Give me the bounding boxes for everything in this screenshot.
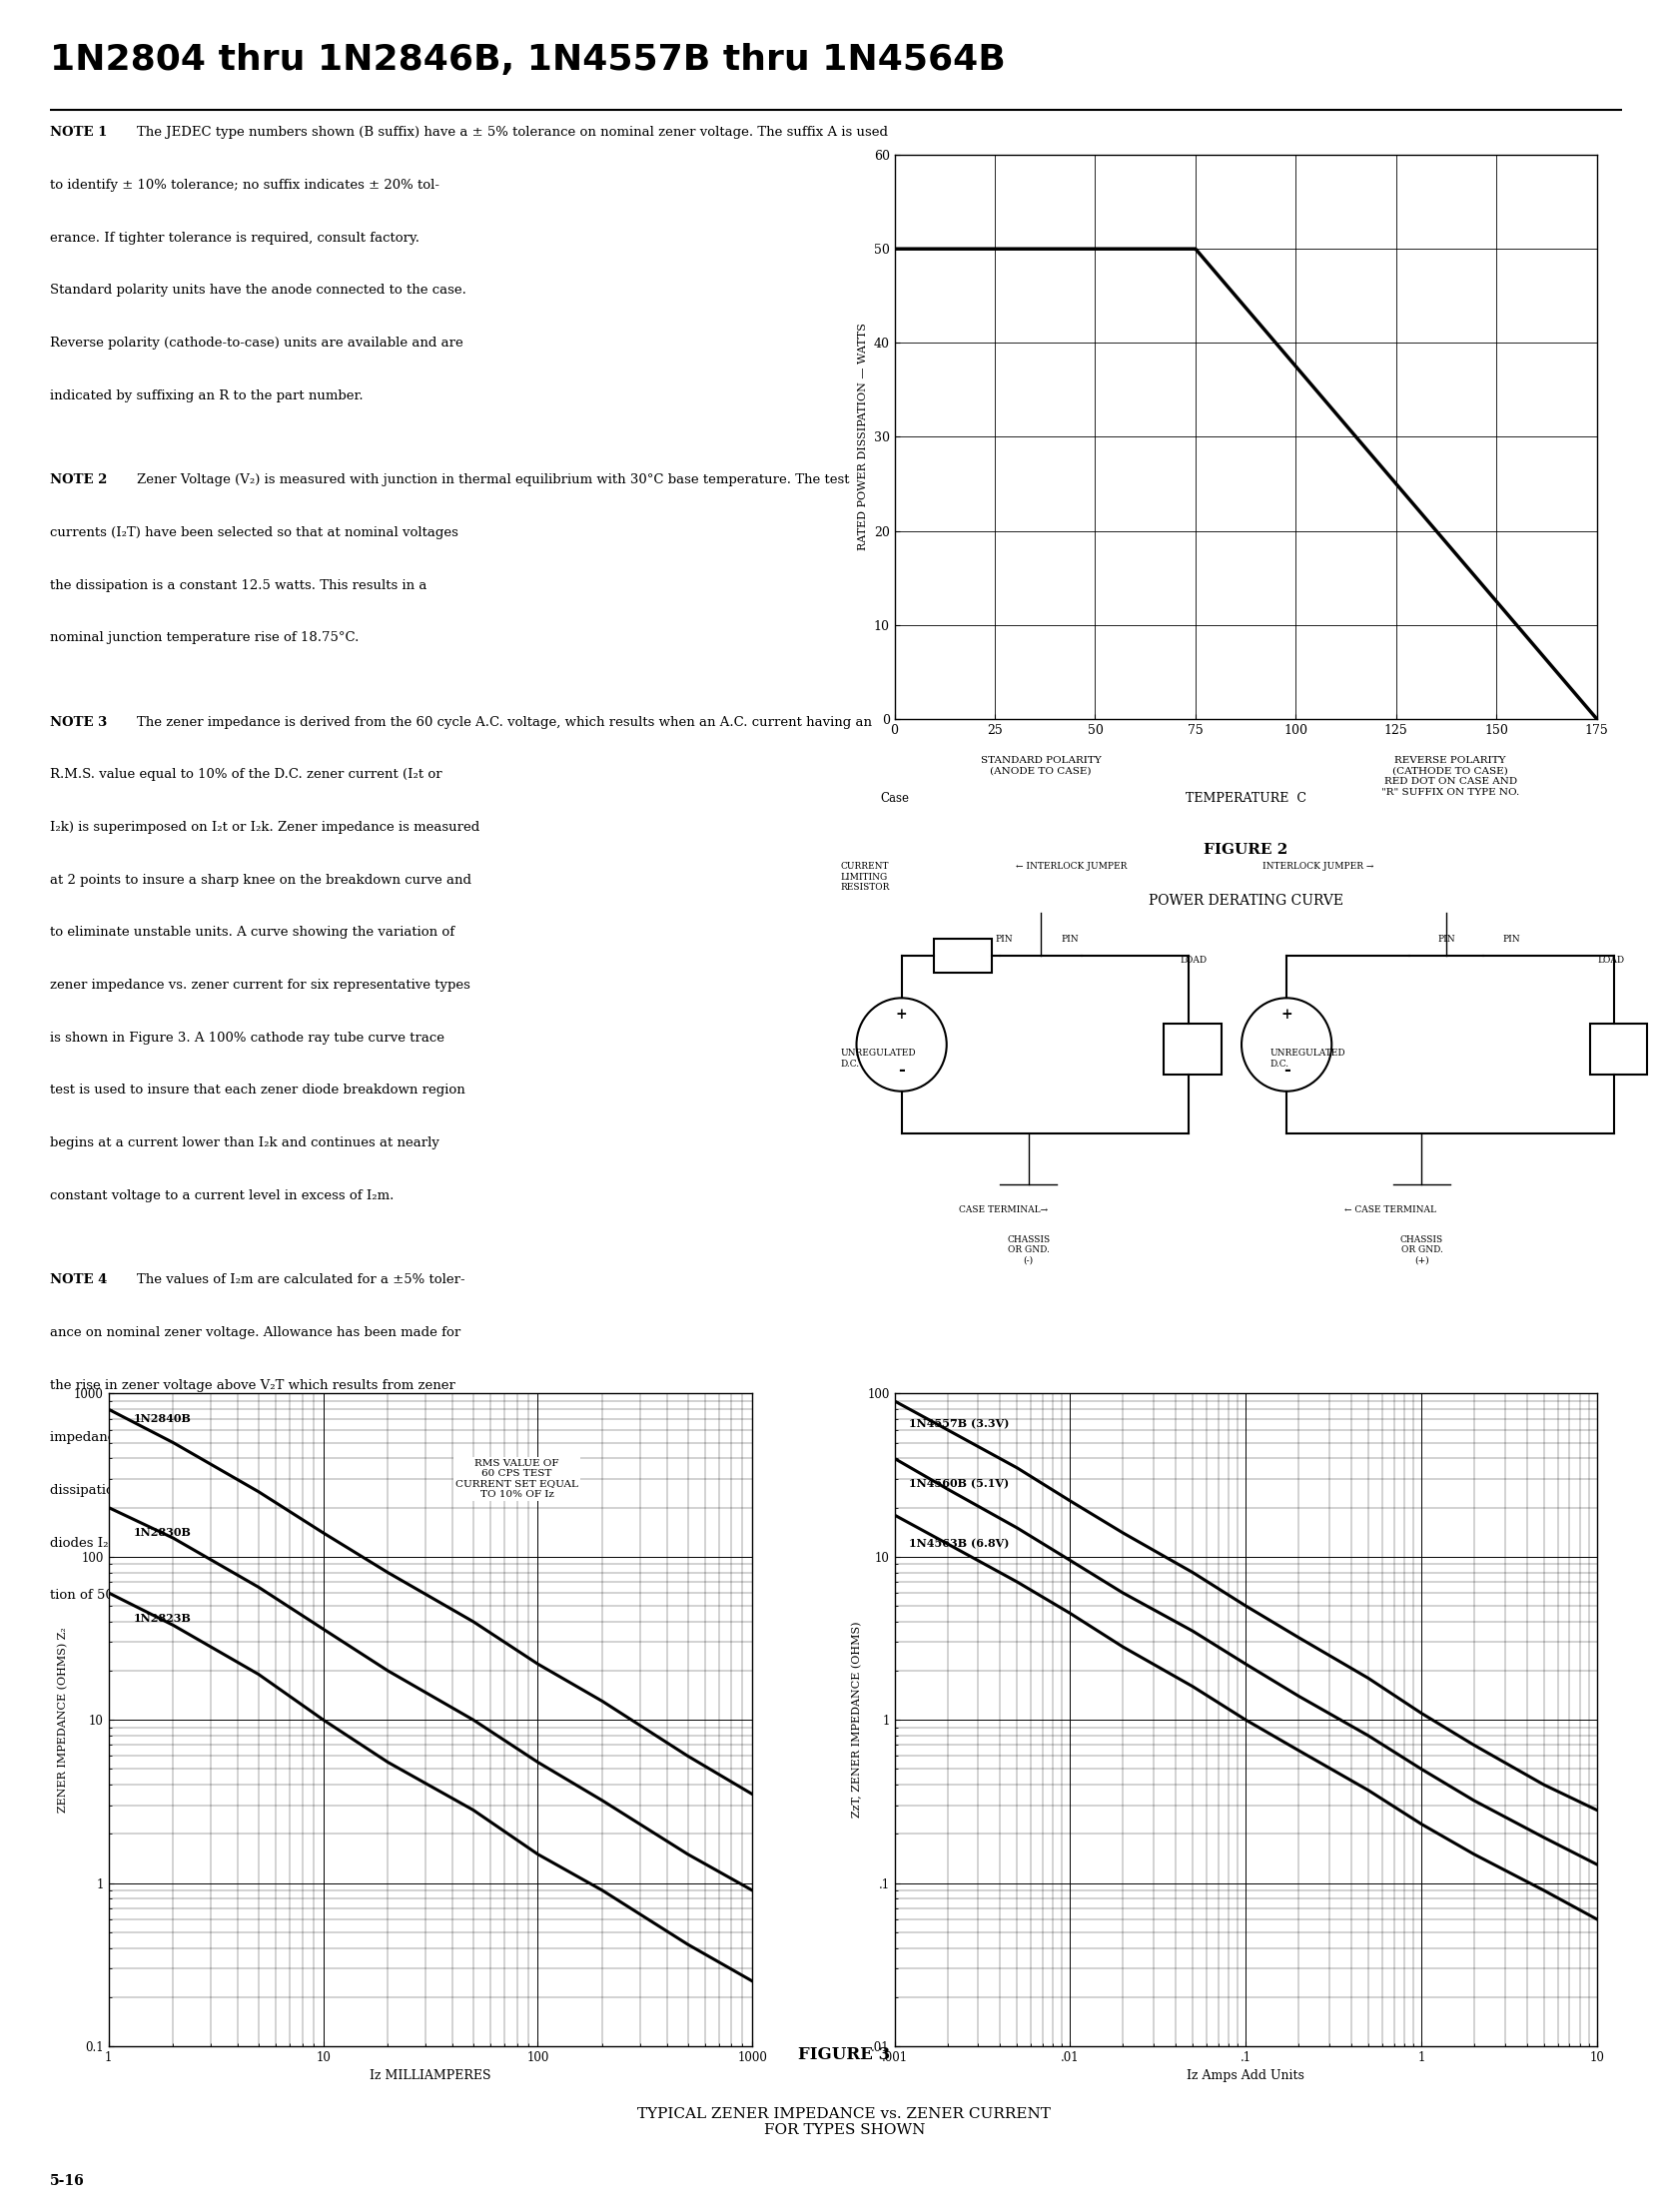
Text: to identify ± 10% tolerance; no suffix indicates ± 20% tol-: to identify ± 10% tolerance; no suffix i…	[50, 179, 439, 192]
Text: dissipation approaches 50 watts. In the case of individual: dissipation approaches 50 watts. In the …	[50, 1484, 434, 1498]
Text: NOTE 1: NOTE 1	[50, 126, 107, 139]
Text: REVERSE POLARITY
(CATHODE TO CASE)
RED DOT ON CASE AND
"R" SUFFIX ON TYPE NO.: REVERSE POLARITY (CATHODE TO CASE) RED D…	[1380, 757, 1519, 796]
Text: test is used to insure that each zener diode breakdown region: test is used to insure that each zener d…	[50, 1084, 465, 1097]
Bar	[934, 938, 991, 973]
Text: zener impedance vs. zener current for six representative types: zener impedance vs. zener current for si…	[50, 978, 470, 991]
Text: CASE TERMINAL→: CASE TERMINAL→	[959, 1206, 1048, 1214]
Text: 1N2804 thru 1N2846B, 1N4557B thru 1N4564B: 1N2804 thru 1N2846B, 1N4557B thru 1N4564…	[50, 42, 1006, 77]
Text: is shown in Figure 3. A 100% cathode ray tube curve trace: is shown in Figure 3. A 100% cathode ray…	[50, 1031, 444, 1044]
Text: RMS VALUE OF
60 CPS TEST
CURRENT SET EQUAL
TO 10% OF Iz: RMS VALUE OF 60 CPS TEST CURRENT SET EQU…	[456, 1458, 578, 1500]
Text: constant voltage to a current level in excess of I₂m.: constant voltage to a current level in e…	[50, 1190, 394, 1201]
Text: -: -	[897, 1062, 904, 1079]
Text: 1N4560B (5.1V): 1N4560B (5.1V)	[907, 1478, 1008, 1489]
Text: ance on nominal zener voltage. Allowance has been made for: ance on nominal zener voltage. Allowance…	[50, 1325, 461, 1338]
Text: at 2 points to insure a sharp knee on the breakdown curve and: at 2 points to insure a sharp knee on th…	[50, 874, 471, 887]
Bar	[1163, 1024, 1220, 1075]
Text: -: -	[1282, 1062, 1290, 1079]
Text: the dissipation is a constant 12.5 watts. This results in a: the dissipation is a constant 12.5 watts…	[50, 580, 426, 593]
Text: Case: Case	[879, 792, 909, 805]
Text: INTERLOCK JUMPER →: INTERLOCK JUMPER →	[1262, 863, 1372, 872]
Text: 1N2823B: 1N2823B	[134, 1613, 190, 1624]
Text: begins at a current lower than I₂k and continues at nearly: begins at a current lower than I₂k and c…	[50, 1137, 439, 1150]
Text: the rise in zener voltage above V₂T which results from zener: the rise in zener voltage above V₂T whic…	[50, 1378, 455, 1391]
Text: currents (I₂T) have been selected so that at nominal voltages: currents (I₂T) have been selected so tha…	[50, 526, 458, 540]
Text: impedance and the increase in junction temperature as power: impedance and the increase in junction t…	[50, 1431, 466, 1444]
Text: PIN: PIN	[1437, 933, 1454, 942]
Text: R.M.S. value equal to 10% of the D.C. zener current (I₂t or: R.M.S. value equal to 10% of the D.C. ze…	[50, 768, 443, 781]
Text: The JEDEC type numbers shown (B suffix) have a ± 5% tolerance on nominal zener v: The JEDEC type numbers shown (B suffix) …	[137, 126, 887, 139]
Text: NOTE 4: NOTE 4	[50, 1274, 107, 1287]
Text: CHASSIS
OR GND.
(-): CHASSIS OR GND. (-)	[1006, 1234, 1049, 1265]
Bar	[1589, 1024, 1646, 1075]
Text: +: +	[1280, 1009, 1292, 1022]
Text: NOTE 2: NOTE 2	[50, 473, 107, 487]
Text: 1N4563B (6.8V): 1N4563B (6.8V)	[907, 1537, 1008, 1548]
Y-axis label: ZENER IMPEDANCE (OHMS) Z₂: ZENER IMPEDANCE (OHMS) Z₂	[58, 1628, 69, 1812]
Text: FIGURE 2: FIGURE 2	[1203, 843, 1287, 856]
Text: The values of I₂m are calculated for a ±5% toler-: The values of I₂m are calculated for a ±…	[137, 1274, 465, 1287]
Text: UNREGULATED
D.C.: UNREGULATED D.C.	[1270, 1048, 1345, 1068]
Text: 1N2830B: 1N2830B	[134, 1526, 190, 1537]
Text: UNREGULATED
D.C.: UNREGULATED D.C.	[839, 1048, 916, 1068]
Text: diodes I₂m is that value of current which results in a dissipa-: diodes I₂m is that value of current whic…	[50, 1537, 458, 1548]
Text: LOAD: LOAD	[1180, 956, 1206, 964]
Text: erance. If tighter tolerance is required, consult factory.: erance. If tighter tolerance is required…	[50, 232, 419, 243]
Y-axis label: RATED POWER DISSIPATION — WATTS: RATED POWER DISSIPATION — WATTS	[857, 323, 867, 551]
Text: indicated by suffixing an R to the part number.: indicated by suffixing an R to the part …	[50, 389, 363, 403]
Text: LOAD: LOAD	[1597, 956, 1624, 964]
Text: PIN: PIN	[994, 933, 1013, 942]
Text: PIN: PIN	[1059, 933, 1078, 942]
Text: ← INTERLOCK JUMPER: ← INTERLOCK JUMPER	[1016, 863, 1126, 872]
Text: 1N2840B: 1N2840B	[134, 1413, 190, 1425]
Text: 1N4557B (3.3V): 1N4557B (3.3V)	[907, 1418, 1008, 1429]
Text: to eliminate unstable units. A curve showing the variation of: to eliminate unstable units. A curve sho…	[50, 927, 455, 940]
Text: CHASSIS
OR GND.
(+): CHASSIS OR GND. (+)	[1399, 1234, 1442, 1265]
Text: POWER DERATING CURVE: POWER DERATING CURVE	[1148, 894, 1342, 907]
Y-axis label: ZzT, ZENER IMPEDANCE (OHMS): ZzT, ZENER IMPEDANCE (OHMS)	[851, 1621, 861, 1818]
Text: I₂k) is superimposed on I₂t or I₂k. Zener impedance is measured: I₂k) is superimposed on I₂t or I₂k. Zene…	[50, 821, 480, 834]
Text: NOTE 3: NOTE 3	[50, 717, 107, 728]
Text: Reverse polarity (cathode-to-case) units are available and are: Reverse polarity (cathode-to-case) units…	[50, 336, 463, 349]
Text: Standard polarity units have the anode connected to the case.: Standard polarity units have the anode c…	[50, 283, 466, 296]
Text: +: +	[896, 1009, 907, 1022]
Text: TYPICAL ZENER IMPEDANCE vs. ZENER CURRENT
FOR TYPES SHOWN: TYPICAL ZENER IMPEDANCE vs. ZENER CURREN…	[637, 2106, 1051, 2137]
Text: tion of 50 watts.: tion of 50 watts.	[50, 1588, 159, 1601]
Text: 5-16: 5-16	[50, 2174, 85, 2188]
Text: ← CASE TERMINAL: ← CASE TERMINAL	[1343, 1206, 1435, 1214]
Text: TEMPERATURE  C: TEMPERATURE C	[1185, 792, 1305, 805]
Text: Zener Voltage (V₂) is measured with junction in thermal equilibrium with 30°C ba: Zener Voltage (V₂) is measured with junc…	[137, 473, 849, 487]
X-axis label: Iz Amps Add Units: Iz Amps Add Units	[1186, 2070, 1303, 2081]
Text: CURRENT
LIMITING
RESISTOR: CURRENT LIMITING RESISTOR	[839, 863, 889, 891]
Text: The zener impedance is derived from the 60 cycle A.C. voltage, which results whe: The zener impedance is derived from the …	[137, 717, 871, 728]
Text: FIGURE 3: FIGURE 3	[797, 2046, 891, 2064]
X-axis label: Iz MILLIAMPERES: Iz MILLIAMPERES	[369, 2070, 491, 2081]
Text: nominal junction temperature rise of 18.75°C.: nominal junction temperature rise of 18.…	[50, 630, 359, 644]
Text: STANDARD POLARITY
(ANODE TO CASE): STANDARD POLARITY (ANODE TO CASE)	[979, 757, 1101, 776]
Text: PIN: PIN	[1502, 933, 1521, 942]
